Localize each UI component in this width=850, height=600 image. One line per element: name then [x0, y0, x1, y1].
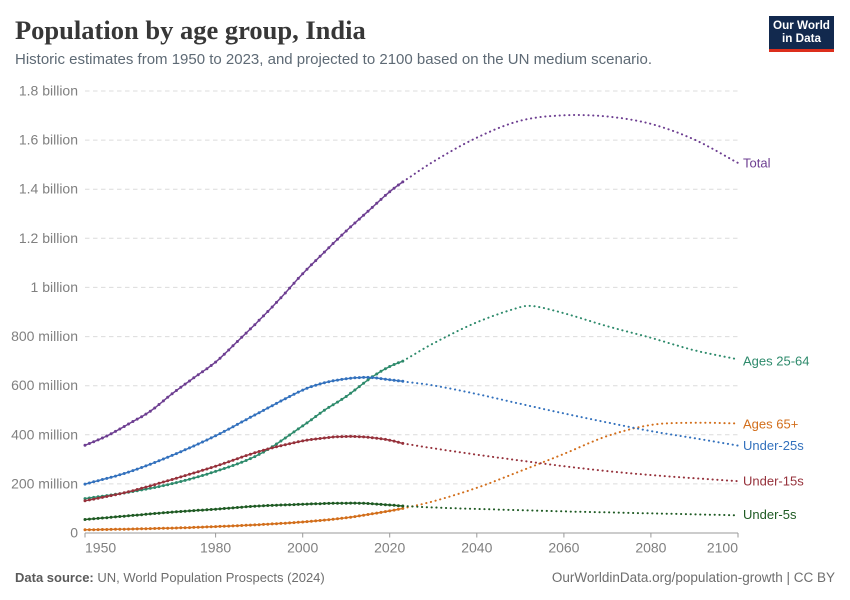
svg-text:2100: 2100: [707, 540, 738, 556]
svg-text:Ages 25-64: Ages 25-64: [743, 354, 810, 369]
svg-text:400 million: 400 million: [11, 426, 78, 442]
svg-text:1980: 1980: [200, 540, 231, 556]
svg-text:800 million: 800 million: [11, 328, 78, 344]
svg-text:1.8 billion: 1.8 billion: [19, 83, 78, 99]
svg-text:Under-5s: Under-5s: [743, 507, 797, 522]
svg-text:2060: 2060: [548, 540, 579, 556]
svg-text:2020: 2020: [374, 540, 405, 556]
svg-text:2040: 2040: [461, 540, 492, 556]
svg-text:1.6 billion: 1.6 billion: [19, 132, 78, 148]
svg-text:2000: 2000: [287, 540, 318, 556]
svg-text:Total: Total: [743, 156, 771, 171]
svg-text:0: 0: [70, 525, 78, 541]
svg-text:2080: 2080: [635, 540, 666, 556]
svg-text:Under-25s: Under-25s: [743, 438, 804, 453]
svg-text:1950: 1950: [85, 540, 116, 556]
svg-text:1.4 billion: 1.4 billion: [19, 181, 78, 197]
svg-text:Ages 65+: Ages 65+: [743, 417, 798, 432]
svg-text:200 million: 200 million: [11, 475, 78, 491]
svg-text:Under-15s: Under-15s: [743, 474, 804, 489]
svg-text:1.2 billion: 1.2 billion: [19, 230, 78, 246]
svg-text:600 million: 600 million: [11, 377, 78, 393]
svg-text:1 billion: 1 billion: [31, 279, 78, 295]
